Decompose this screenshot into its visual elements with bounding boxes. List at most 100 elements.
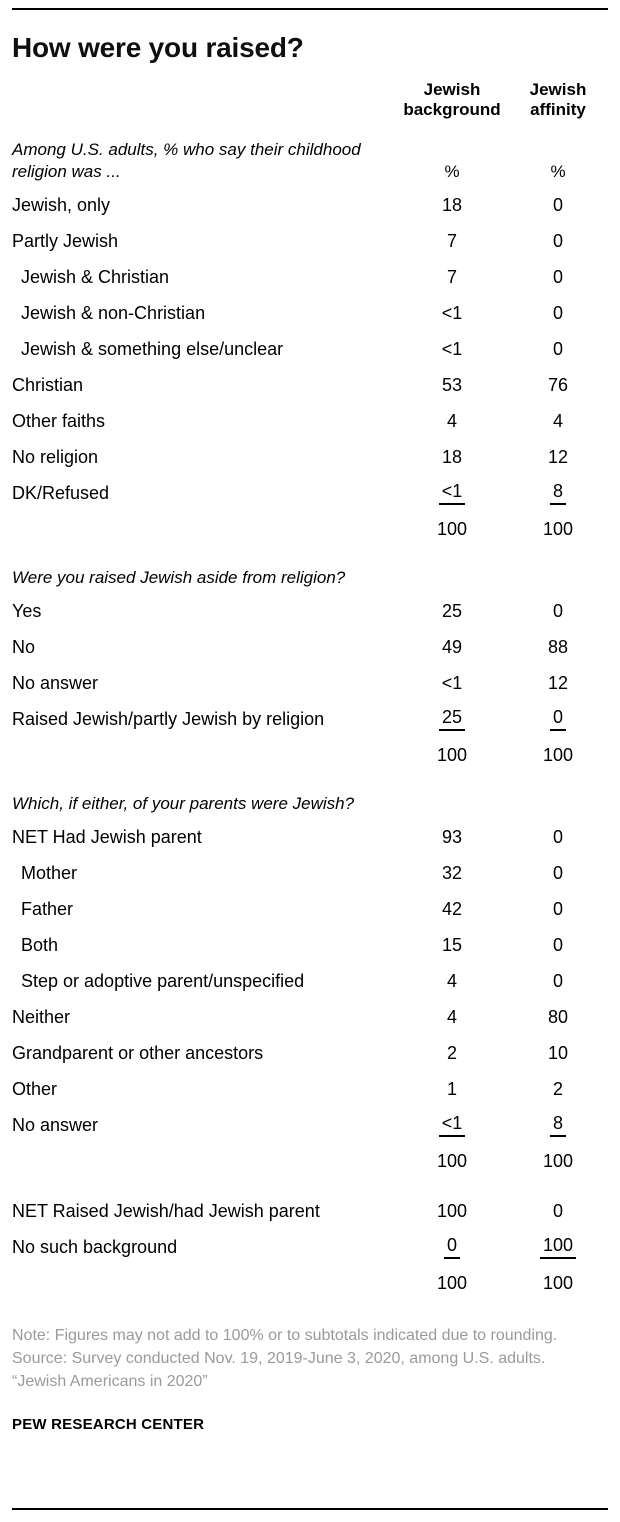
value-cell-jewish-background: 0 [396, 1235, 508, 1260]
row-label: Both [21, 934, 59, 955]
table-row: NET Had Jewish parent 93 0 [12, 819, 608, 855]
underlined-value: 100 [539, 1235, 577, 1260]
value-cell-jewish-affinity: 76 [547, 374, 569, 395]
row-label: NET Raised Jewish/had Jewish parent [12, 1200, 320, 1221]
row-label: Yes [12, 600, 42, 621]
row-label: Father [21, 898, 74, 919]
value-cell-jewish-affinity: 0 [552, 862, 563, 883]
table-row: Grandparent or other ancestors 2 10 [12, 1035, 608, 1071]
value-cell-jewish-affinity: 100 [542, 518, 574, 539]
value-cell-jewish-background: 15 [441, 934, 463, 955]
underlined-value: <1 [438, 481, 466, 506]
value-cell-jewish-background: 2 [446, 1042, 457, 1063]
value-cell-jewish-background: 49 [441, 636, 463, 657]
value-cell-jewish-background: <1 [396, 481, 508, 506]
row-label: No such background [12, 1236, 178, 1257]
table-row: Mother 32 0 [12, 855, 608, 891]
value-cell-jewish-affinity: 0 [552, 826, 563, 847]
value-cell-jewish-background: 100 [436, 1200, 468, 1221]
row-label: No answer [12, 1114, 99, 1135]
value-cell-jewish-affinity: 0 [552, 970, 563, 991]
table-row: No religion 18 12 [12, 439, 608, 475]
table-row: No such background 0 100 [12, 1229, 608, 1265]
row-label: Christian [12, 374, 84, 395]
value-cell-jewish-background: <1 [441, 338, 463, 359]
value-cell-jewish-affinity: 0 [552, 1200, 563, 1221]
column-header-row: Jewish background Jewish affinity [12, 80, 608, 119]
row-label: Jewish & non-Christian [21, 302, 206, 323]
table-row: Raised Jewish/partly Jewish by religion 2… [12, 701, 608, 737]
table-row: Step or adoptive parent/unspecified 4 0 [12, 963, 608, 999]
underlined-value: 25 [438, 707, 466, 732]
unit-label: % [444, 162, 460, 182]
value-cell-jewish-affinity: 0 [552, 194, 563, 215]
value-cell-jewish-background: 42 [441, 898, 463, 919]
value-cell-jewish-background: 100 [436, 1272, 468, 1293]
table-row: Other 1 2 [12, 1071, 608, 1107]
value-cell-jewish-background: 25 [396, 707, 508, 732]
value-cell-jewish-affinity: 0 [552, 934, 563, 955]
value-cell-jewish-affinity: 8 [508, 1113, 608, 1138]
row-label: Partly Jewish [12, 230, 119, 251]
value-cell-jewish-background: <1 [441, 302, 463, 323]
underlined-value: 0 [549, 707, 566, 732]
table-row: Jewish & non-Christian <1 0 [12, 295, 608, 331]
row-label: DK/Refused [12, 482, 110, 503]
value-cell-jewish-background: 4 [446, 970, 457, 991]
section-header-row: Among U.S. adults, % who say their child… [12, 139, 608, 183]
table-row: Jewish, only 18 0 [12, 187, 608, 223]
notes-block: Note: Figures may not add to 100% or to … [12, 1325, 577, 1393]
top-rule [12, 8, 608, 10]
table-row: Other faiths 4 4 [12, 403, 608, 439]
table-row: No answer <1 8 [12, 1107, 608, 1143]
total-row: 100 100 [12, 1265, 608, 1301]
value-cell-jewish-affinity: 12 [547, 672, 569, 693]
value-cell-jewish-background: 100 [436, 1150, 468, 1171]
row-label: Neither [12, 1006, 71, 1027]
table-row: Jewish & something else/unclear <1 0 [12, 331, 608, 367]
value-cell-jewish-affinity: 0 [508, 707, 608, 732]
report-title-line: “Jewish Americans in 2020” [12, 1372, 208, 1390]
table-row: Yes 25 0 [12, 593, 608, 629]
section-header: Among U.S. adults, % who say their child… [12, 140, 361, 182]
table-row: No answer <1 12 [12, 665, 608, 701]
row-label: Other faiths [12, 410, 106, 431]
note-line: Note: Figures may not add to 100% or to … [12, 1327, 558, 1345]
value-cell-jewish-affinity: 100 [542, 1150, 574, 1171]
row-label: No answer [12, 672, 99, 693]
table-row: DK/Refused <1 8 [12, 475, 608, 511]
value-cell-jewish-affinity: 100 [508, 1235, 608, 1260]
value-cell-jewish-background: 1 [446, 1078, 457, 1099]
table-row: Christian 53 76 [12, 367, 608, 403]
section-gap [12, 1179, 608, 1193]
bottom-rule [12, 1508, 608, 1510]
value-cell-jewish-background: 4 [446, 410, 457, 431]
value-cell-jewish-affinity: 100 [542, 1272, 574, 1293]
value-cell-jewish-affinity: 0 [552, 266, 563, 287]
value-cell-jewish-background: 53 [441, 374, 463, 395]
value-cell-jewish-affinity: 0 [552, 338, 563, 359]
section-header: Were you raised Jewish aside from religi… [12, 568, 346, 588]
value-cell-jewish-affinity: 0 [552, 230, 563, 251]
page-title: How were you raised? [12, 32, 304, 63]
table-row: No 49 88 [12, 629, 608, 665]
value-cell-jewish-background: 100 [436, 518, 468, 539]
value-cell-jewish-background: 7 [446, 230, 457, 251]
value-cell-jewish-affinity: 4 [552, 410, 563, 431]
value-cell-jewish-background: 32 [441, 862, 463, 883]
value-cell-jewish-affinity: 80 [547, 1006, 569, 1027]
value-cell-jewish-background: 25 [441, 600, 463, 621]
row-label: Jewish & Christian [21, 266, 170, 287]
table-row: Jewish & Christian 7 0 [12, 259, 608, 295]
value-cell-jewish-background: 93 [441, 826, 463, 847]
section-header: Which, if either, of your parents were J… [12, 794, 355, 814]
table-row: Partly Jewish 7 0 [12, 223, 608, 259]
row-label: Step or adoptive parent/unspecified [21, 970, 305, 991]
value-cell-jewish-affinity: 8 [508, 481, 608, 506]
value-cell-jewish-affinity: 2 [552, 1078, 563, 1099]
row-label: Grandparent or other ancestors [12, 1042, 264, 1063]
table-body: Among U.S. adults, % who say their child… [12, 119, 608, 1301]
row-label: Mother [21, 862, 78, 883]
row-label: Jewish & something else/unclear [21, 338, 284, 359]
